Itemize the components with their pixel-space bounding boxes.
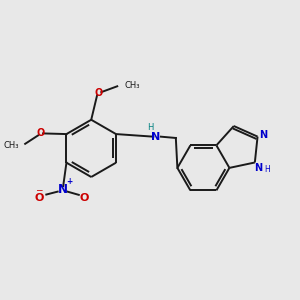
Text: O: O [34,193,44,203]
Text: N: N [260,130,268,140]
Text: CH₃: CH₃ [3,141,19,150]
Text: O: O [37,128,45,138]
Text: O: O [94,88,103,98]
Text: N: N [254,163,262,173]
Text: CH₃: CH₃ [124,81,140,90]
Text: N: N [58,184,68,196]
Text: O: O [80,193,89,203]
Text: +: + [66,177,73,186]
Text: H: H [264,165,270,174]
Text: N: N [151,132,160,142]
Text: H: H [147,123,153,132]
Text: −: − [35,185,43,194]
